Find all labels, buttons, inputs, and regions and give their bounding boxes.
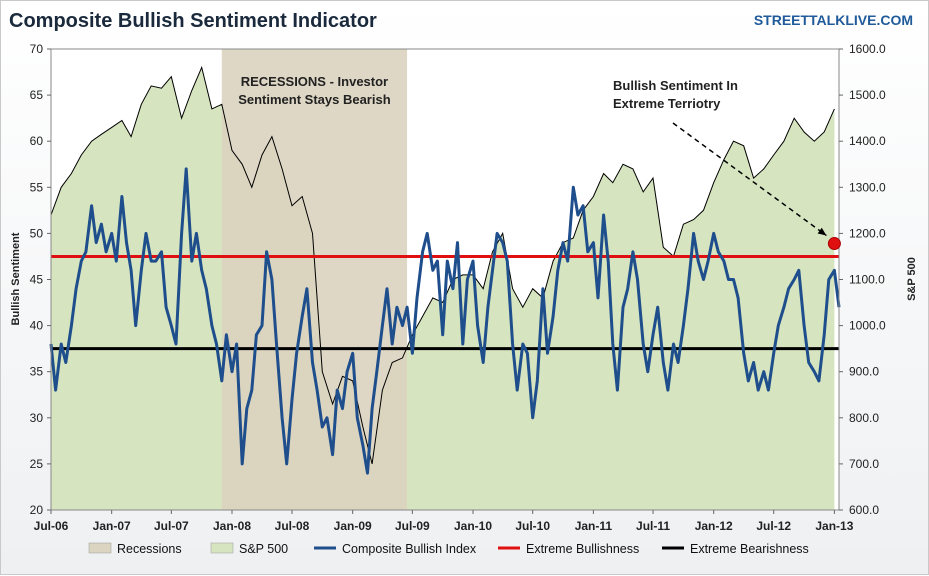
y-tick-label: 40 <box>30 319 44 333</box>
legend-label-extreme-bearishness: Extreme Bearishness <box>690 542 809 556</box>
sp500-line <box>50 65 835 465</box>
x-tick-label: Jan-12 <box>695 519 733 533</box>
x-tick-label: Jul-10 <box>515 519 550 533</box>
y-tick-label: 65 <box>30 88 44 102</box>
bullish-annotation-line2: Extreme Terriotry <box>613 96 721 111</box>
x-tick-label: Jul-07 <box>154 519 189 533</box>
y-axis-label-right: S&P 500 <box>906 257 918 301</box>
bullish-annotation-line1: Bullish Sentiment In <box>613 78 738 93</box>
legend: Recessions S&P 500 Composite Bullish Index… <box>88 542 809 556</box>
brand-label: STREETTALKLIVE.COM <box>754 12 913 28</box>
y-tick-label: 20 <box>30 503 44 517</box>
plot-area: 20 25 30 35 40 45 50 55 60 65 70 600.0 700.0 800.0 900… <box>30 42 886 533</box>
x-tick-label: Jan-09 <box>334 519 372 533</box>
y2-tick-label: 1300.0 <box>849 180 886 194</box>
y-axis-label-left: Bullish Sentiment <box>10 232 22 325</box>
y-tick-label: 25 <box>30 457 44 471</box>
y2-tick-label: 1500.0 <box>849 88 886 102</box>
y2-tick-label: 1000.0 <box>849 319 886 333</box>
recession-band <box>221 49 408 510</box>
legend-label-recessions: Recessions <box>117 542 182 556</box>
y2-tick-label: 700.0 <box>849 457 879 471</box>
y-tick-label: 30 <box>30 411 44 425</box>
composite-bullish-line <box>49 167 841 475</box>
y-tick-label: 50 <box>30 226 44 240</box>
x-tick-label: Jul-11 <box>636 519 670 533</box>
x-tick-label: Jul-08 <box>275 519 310 533</box>
recession-annotation-line2: Sentiment Stays Bearish <box>238 92 391 107</box>
y2-tick-label: 800.0 <box>849 411 879 425</box>
x-tick-label: Jan-07 <box>93 519 131 533</box>
chart-title: Composite Bullish Sentiment Indicator <box>9 10 377 32</box>
recession-annotation-line1: RECESSIONS - Investor <box>241 74 388 89</box>
y-tick-label: 35 <box>30 365 44 379</box>
legend-label-extreme-bullishness: Extreme Bullishness <box>526 542 639 556</box>
legend-label-composite-bullish-index: Composite Bullish Index <box>342 542 477 556</box>
x-tick-label: Jan-10 <box>454 519 492 533</box>
x-tick-label: Jul-06 <box>34 519 69 533</box>
y2-tick-label: 600.0 <box>849 503 879 517</box>
y-tick-label: 45 <box>30 273 44 287</box>
y-tick-label: 55 <box>30 180 44 194</box>
x-tick-label: Jul-12 <box>756 519 791 533</box>
y2-tick-label: 1100.0 <box>849 273 885 287</box>
x-tick-label: Jul-09 <box>395 519 430 533</box>
y-tick-label: 60 <box>30 134 44 148</box>
annotation-arrowhead <box>817 227 827 236</box>
x-tick-label: Jan-11 <box>575 519 613 533</box>
y2-tick-label: 900.0 <box>849 365 879 379</box>
y2-tick-label: 1200.0 <box>849 226 886 240</box>
legend-swatch-recessions <box>88 542 112 554</box>
legend-swatch-s-p-500 <box>210 542 234 554</box>
y2-tick-label: 1600.0 <box>849 42 886 56</box>
highlight-point <box>827 237 841 251</box>
x-tick-label: Jan-13 <box>815 519 853 533</box>
y-tick-label: 70 <box>30 42 44 56</box>
x-tick-label: Jan-08 <box>213 519 251 533</box>
legend-label-s-p-500: S&P 500 <box>239 542 288 556</box>
annotation-arrow <box>672 122 827 237</box>
y2-tick-label: 1400.0 <box>849 134 886 148</box>
